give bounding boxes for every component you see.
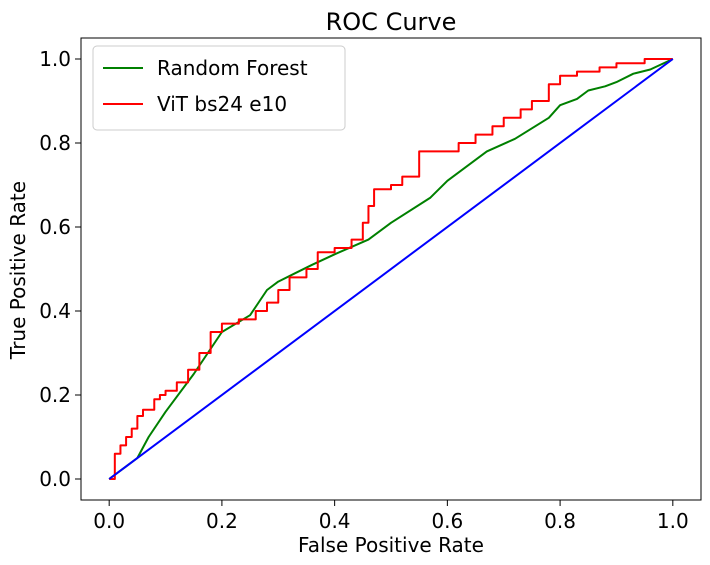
- series-line-vit-bs24-e10: [109, 58, 673, 480]
- x-tick-label: 0.2: [206, 509, 238, 533]
- chance-line: [108, 58, 674, 480]
- x-tick-label: 1.0: [657, 509, 689, 533]
- legend-label: Random Forest: [157, 56, 308, 80]
- axes-frame: [80, 37, 702, 501]
- y-tick-label: 0.4: [39, 299, 71, 323]
- plot-area: 0.0 0.2 0.4 0.6 0.8 1.0 0.0 0.2 0.4 0.6 0.8 1.0: [39, 37, 702, 533]
- x-tick-label: 0.6: [431, 509, 463, 533]
- y-tick-label: 0.2: [39, 383, 71, 407]
- x-tick-label: 0.0: [93, 509, 125, 533]
- legend-label: ViT bs24 e10: [157, 92, 287, 116]
- y-tick-label: 1.0: [39, 47, 71, 71]
- y-axis-label: True Positive Rate: [6, 181, 30, 360]
- y-tick-label: 0.8: [39, 131, 71, 155]
- legend: Random Forest ViT bs24 e10: [92, 45, 346, 131]
- y-tick-label: 0.0: [39, 467, 71, 491]
- legend-box: [92, 45, 346, 131]
- y-tick-label: 0.6: [39, 215, 71, 239]
- chart-title: ROC Curve: [326, 8, 457, 36]
- series-line-random-forest: [108, 58, 674, 480]
- x-axis-label: False Positive Rate: [298, 533, 484, 557]
- x-tick-label: 0.4: [319, 509, 351, 533]
- x-tick-label: 0.8: [544, 509, 576, 533]
